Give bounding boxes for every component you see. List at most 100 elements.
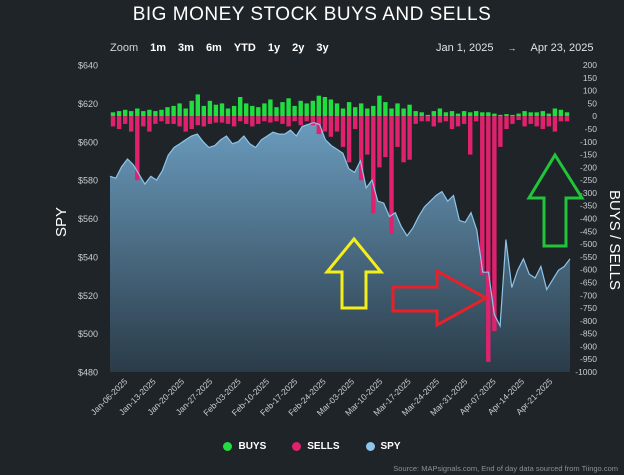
buy-bar (558, 109, 564, 117)
legend-dot-icon (292, 442, 302, 451)
buy-bar (225, 108, 231, 117)
zoom-bar: Zoom 1m 3m 6m YTD 1y 2y 3y (110, 42, 341, 54)
buy-bar (383, 102, 388, 117)
zoom-1m-button[interactable]: 1m (150, 42, 167, 54)
sell-bar (298, 116, 303, 126)
sell-bar (129, 116, 134, 132)
sell-bar (516, 116, 521, 120)
zoom-1y-button[interactable]: 1y (267, 42, 281, 54)
zoom-6m-button[interactable]: 6m (205, 42, 222, 54)
sell-bar (407, 116, 412, 160)
sell-bar (353, 116, 358, 129)
sell-bar (564, 116, 570, 122)
legend-label: SELLS (307, 441, 340, 452)
zoom-3y-button[interactable]: 3y (316, 42, 329, 54)
buy-bar (231, 105, 237, 117)
buy-bar (377, 95, 382, 117)
range-from-input[interactable]: Jan 1, 2025 (436, 42, 494, 54)
sell-bar (322, 116, 328, 132)
sell-bar (510, 116, 515, 124)
buy-bar (177, 103, 182, 117)
sell-bar (419, 116, 424, 122)
sell-bar (189, 116, 194, 129)
sell-bar (135, 116, 140, 181)
zoom-ytd-button[interactable]: YTD (233, 42, 256, 54)
green-up-arrow-icon (526, 152, 585, 248)
buy-bar (540, 111, 545, 117)
y2-tick-label: -350 (580, 201, 597, 211)
zoom-2y-button[interactable]: 2y (292, 42, 305, 54)
sell-bar (383, 116, 388, 158)
buy-bar (286, 98, 291, 117)
buy-bar (419, 112, 424, 117)
buy-bar (425, 114, 430, 117)
buy-bar (474, 111, 479, 117)
y-tick-label: $580 (78, 176, 98, 186)
y2-tick-label: -850 (580, 329, 597, 339)
y2-tick-label: 150 (583, 73, 597, 83)
buy-bar (353, 107, 358, 117)
sell-bar (256, 116, 261, 124)
sell-bar (455, 116, 461, 127)
buy-bar (159, 109, 164, 117)
y-tick-label: $480 (78, 368, 98, 378)
sell-bar (141, 116, 146, 127)
y2-tick-label: 200 (583, 60, 597, 70)
sell-bar (552, 116, 558, 132)
buy-bar (238, 97, 243, 117)
y2-tick-label: -1000 (575, 367, 597, 377)
buy-bar (389, 108, 394, 117)
sell-bar (183, 116, 188, 132)
sell-bar (340, 116, 346, 147)
sell-bar (449, 116, 455, 129)
sell-bar (310, 116, 315, 126)
sell-bar (371, 116, 376, 214)
buy-bar (346, 102, 352, 117)
sell-bar (365, 116, 370, 155)
buy-bar (189, 100, 194, 117)
range-to-input[interactable]: Apr 23, 2025 (530, 42, 594, 54)
sell-bar (116, 116, 122, 129)
sell-bar (486, 116, 491, 362)
sell-bar (147, 116, 152, 132)
y2-tick-label: -950 (580, 354, 597, 364)
sell-bar (280, 116, 285, 124)
buy-bar (123, 109, 128, 117)
buy-bar (219, 103, 225, 117)
buy-bar (413, 111, 418, 117)
zoom-label: Zoom (110, 42, 139, 54)
date-range: Jan 1, 2025 → Apr 23, 2025 (436, 42, 594, 54)
zoom-3m-button[interactable]: 3m (178, 42, 194, 54)
sell-bar (431, 116, 436, 127)
sell-bar (461, 116, 467, 124)
sell-bar (540, 116, 545, 129)
sell-bar (286, 116, 291, 127)
range-arrow-icon: → (507, 43, 517, 53)
legend-item-sells[interactable]: SELLS (292, 441, 340, 452)
legend-item-spy[interactable]: SPY (365, 441, 401, 452)
buy-bar (522, 111, 527, 117)
buy-bar (516, 113, 521, 117)
sell-bar (346, 116, 352, 163)
sell-bar (165, 116, 170, 124)
legend-label: BUYS (238, 441, 267, 452)
legend-item-buys[interactable]: BUYS (223, 441, 266, 452)
buy-bar (244, 103, 249, 117)
buy-bar (274, 107, 279, 117)
buy-bar (165, 107, 170, 117)
sell-bar (219, 116, 225, 123)
legend-dot-icon (365, 442, 375, 451)
sell-bar (395, 116, 400, 147)
spy-area (110, 122, 570, 372)
y2-tick-label: 50 (588, 98, 598, 108)
buy-bar (292, 105, 297, 117)
buy-bar (183, 108, 188, 117)
sell-bar (177, 116, 182, 127)
y-tick-label: $500 (78, 329, 98, 339)
sell-bar (401, 116, 406, 163)
buy-bar (213, 104, 219, 117)
buy-bar (207, 100, 213, 117)
buy-bar (504, 114, 509, 117)
buy-bar (147, 109, 152, 117)
buy-bar (304, 103, 309, 117)
